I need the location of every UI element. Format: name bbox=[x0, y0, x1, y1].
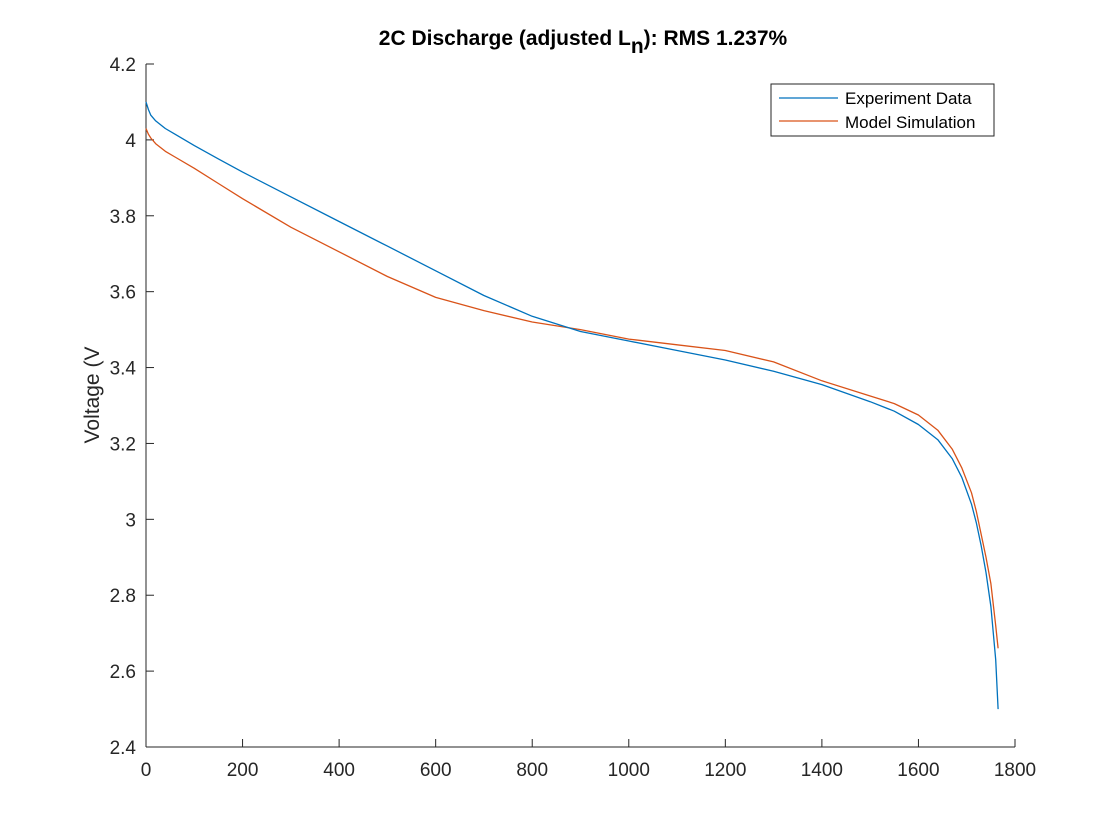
series-line-experiment bbox=[145, 101, 999, 710]
y-tick-label: 3.8 bbox=[110, 207, 136, 228]
x-tick-label: 0 bbox=[141, 760, 152, 781]
chart-title-subscript: n bbox=[631, 35, 644, 58]
x-tick-label: 1400 bbox=[801, 760, 843, 781]
chart-title-main: 2C Discharge (adjusted L bbox=[379, 27, 631, 50]
y-tick-label: 4 bbox=[125, 131, 136, 152]
y-tick-label: 2.6 bbox=[110, 662, 136, 683]
y-axis-title: Voltage (V bbox=[81, 347, 104, 444]
y-tick-label: 4.2 bbox=[110, 55, 136, 76]
legend: Experiment Data Model Simulation bbox=[770, 83, 995, 137]
x-tick-label: 1800 bbox=[994, 760, 1036, 781]
y-tick-label: 3 bbox=[125, 510, 136, 531]
x-tick-label: 400 bbox=[323, 760, 355, 781]
x-axis-ticks: 0 200 400 600 800 1000 1200 1400 1600 1800 bbox=[141, 739, 1036, 781]
chart-title: 2C Discharge (adjusted Ln): RMS 1.237% bbox=[379, 27, 788, 58]
x-tick-label: 1600 bbox=[897, 760, 939, 781]
legend-box bbox=[770, 83, 995, 137]
y-tick-label: 3.6 bbox=[110, 283, 136, 304]
x-tick-label: 1200 bbox=[704, 760, 746, 781]
x-tick-label: 1000 bbox=[608, 760, 650, 781]
y-tick-label: 3.2 bbox=[110, 434, 136, 455]
legend-label-experiment: Experiment Data bbox=[845, 89, 972, 108]
series-line-model bbox=[145, 128, 999, 649]
series-group bbox=[145, 101, 999, 710]
x-tick-label: 800 bbox=[516, 760, 548, 781]
chart-title-suffix: ): RMS 1.237% bbox=[644, 27, 788, 50]
x-tick-label: 600 bbox=[420, 760, 452, 781]
y-tick-label: 2.4 bbox=[110, 738, 137, 759]
y-tick-label: 3.4 bbox=[110, 359, 137, 380]
x-tick-label: 200 bbox=[227, 760, 259, 781]
y-axis-ticks: 2.4 2.6 2.8 3 3.2 3.4 3.6 3.8 4 4.2 bbox=[110, 55, 154, 759]
y-tick-label: 2.8 bbox=[110, 586, 136, 607]
legend-label-model: Model Simulation bbox=[845, 113, 975, 132]
